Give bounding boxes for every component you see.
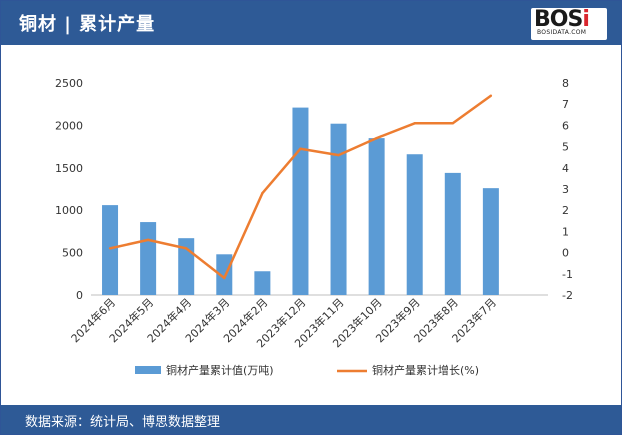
left-axis-tick-label: 1000 <box>55 204 83 217</box>
right-axis-tick-label: 6 <box>562 119 569 132</box>
growth-point <box>489 94 493 97</box>
legend-bar-label: 铜材产量累计值(万吨) <box>166 363 274 377</box>
right-axis-tick-label: 0 <box>562 247 569 260</box>
right-axis-tick-label: -1 <box>562 268 573 281</box>
bar <box>216 254 233 295</box>
left-axis-tick-label: 500 <box>62 247 83 260</box>
right-axis-tick-label: 8 <box>562 77 569 90</box>
growth-point <box>261 192 264 195</box>
header-bar: 铜材 | 累计产量 BOSi BOSIDATA.COM <box>1 1 621 45</box>
growth-point <box>223 276 226 280</box>
left-axis-tick-label: 0 <box>76 289 83 302</box>
bar <box>406 154 423 295</box>
combo-chart: 05001000150020002500-2-10123456782024年6月… <box>55 77 573 377</box>
bar <box>102 205 119 295</box>
growth-point <box>108 247 112 250</box>
right-axis-tick-label: -2 <box>562 289 573 302</box>
right-axis-tick-label: 5 <box>562 141 569 154</box>
right-axis-tick-label: 3 <box>562 183 569 196</box>
logo-subtext: BOSIDATA.COM <box>537 29 587 36</box>
right-axis-tick-label: 1 <box>562 225 569 238</box>
bar <box>482 188 499 295</box>
legend-line-label: 铜材产量累计增长(%) <box>372 363 479 377</box>
bosi-logo: BOSi BOSIDATA.COM <box>531 7 607 40</box>
logo-text: BOSi <box>534 7 590 32</box>
page-title: 铜材 | 累计产量 <box>19 14 156 35</box>
growth-point <box>375 136 378 140</box>
growth-point <box>451 122 454 125</box>
growth-point <box>337 153 340 157</box>
bar <box>330 123 347 295</box>
bar <box>140 222 157 295</box>
data-source: 数据来源：统计局、博思数据整理 <box>25 415 221 430</box>
bar <box>292 107 309 295</box>
right-axis-tick-label: 4 <box>562 162 569 175</box>
left-axis-tick-label: 2000 <box>55 119 83 132</box>
growth-point <box>146 238 150 242</box>
growth-point <box>185 247 188 250</box>
footer-bar: 数据来源：统计局、博思数据整理 <box>1 405 621 434</box>
growth-point <box>299 147 302 150</box>
growth-point <box>413 122 416 125</box>
left-axis-tick-label: 1500 <box>55 162 83 175</box>
right-axis-tick-label: 7 <box>562 98 569 111</box>
left-axis-tick-label: 2500 <box>55 77 83 90</box>
bar <box>254 271 271 295</box>
chart-area: 0 500 1000 1500 2000 2500 -2 -1 0 1 2 3 4 5 6 7 8 2024年6月… <box>1 45 621 405</box>
right-axis-tick-label: 2 <box>562 204 569 217</box>
legend-bar-swatch <box>135 366 161 374</box>
bar <box>368 138 385 295</box>
bar <box>444 172 461 295</box>
